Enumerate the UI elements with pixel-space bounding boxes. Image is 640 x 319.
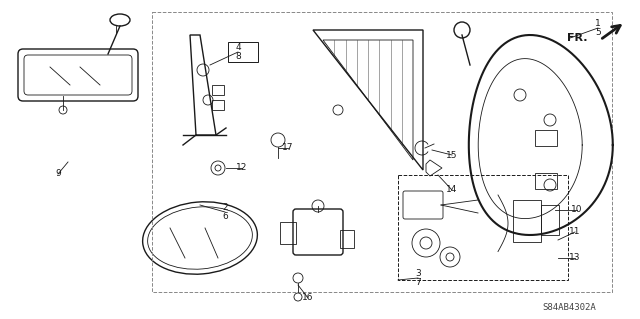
Text: 12: 12 [236,164,248,173]
Bar [535,173,557,189]
Bar [212,85,224,95]
Bar [280,222,296,244]
Bar [513,200,541,242]
Text: S84AB4302A: S84AB4302A [542,303,596,313]
Text: 4
8: 4 8 [235,43,241,61]
Text: 16: 16 [302,293,314,302]
Text: 10: 10 [572,205,583,214]
Text: 2
6: 2 6 [222,203,228,221]
Text: 3
7: 3 7 [415,269,421,287]
Text: 9: 9 [55,169,61,179]
Text: 1
5: 1 5 [595,19,601,37]
Text: 11: 11 [569,227,580,236]
Bar [152,12,612,292]
Bar [212,100,224,110]
Bar [541,205,559,235]
Bar [535,130,557,146]
Bar [398,175,568,280]
Bar [340,230,354,248]
Text: FR.: FR. [568,33,588,43]
Text: 14: 14 [446,186,458,195]
Text: 13: 13 [569,254,580,263]
Text: 17: 17 [282,144,294,152]
Bar [228,42,258,62]
Text: 15: 15 [446,151,458,160]
